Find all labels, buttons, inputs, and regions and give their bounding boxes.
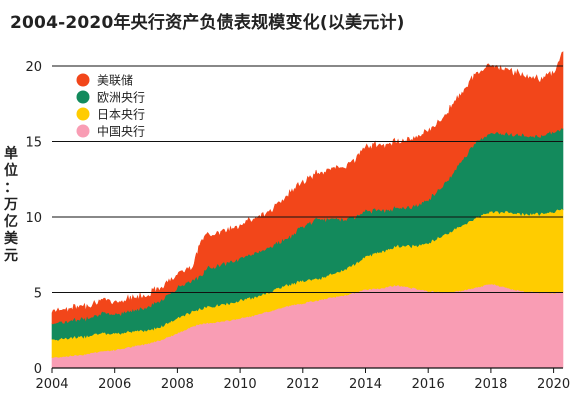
legend-swatch-fed bbox=[76, 73, 90, 87]
legend-label-boj: 日本央行 bbox=[97, 108, 145, 122]
y-axis-label-char: 亿 bbox=[4, 214, 18, 230]
legend-swatch-pboc bbox=[76, 124, 90, 138]
y-tick-label: 0 bbox=[34, 362, 42, 377]
y-tick-label: 20 bbox=[25, 60, 42, 75]
x-tick-label: 2008 bbox=[161, 377, 194, 392]
y-axis-label-char: 元 bbox=[4, 248, 18, 264]
x-tick-label: 2020 bbox=[537, 377, 570, 392]
y-axis-label-char: 单 bbox=[4, 146, 18, 162]
x-tick-label: 2004 bbox=[35, 377, 68, 392]
x-tick-label: 2012 bbox=[286, 377, 319, 392]
y-axis-label: 单 位 ： 万 亿 美 元 bbox=[2, 146, 20, 265]
legend-swatch-boj bbox=[76, 107, 90, 121]
legend-label-fed: 美联储 bbox=[97, 73, 133, 88]
legend-swatch-ecb bbox=[76, 90, 90, 104]
x-tick-label: 2014 bbox=[349, 377, 382, 392]
areas-layer bbox=[51, 51, 564, 369]
gridlines bbox=[52, 65, 563, 293]
y-tick-label: 5 bbox=[34, 287, 42, 302]
x-tick-label: 2006 bbox=[98, 377, 131, 392]
y-axis-label-char: 万 bbox=[4, 197, 18, 213]
y-axis-label-char: 位 bbox=[4, 163, 18, 179]
legend-label-pboc: 中国央行 bbox=[97, 124, 145, 139]
x-tick-label: 2018 bbox=[474, 377, 507, 392]
legend-label-ecb: 欧洲央行 bbox=[97, 91, 145, 105]
chart-title: 2004-2020年央行资产负债表规模变化(以美元计) bbox=[10, 13, 405, 33]
y-tick-label: 10 bbox=[25, 211, 42, 226]
y-tick-label: 15 bbox=[25, 136, 42, 151]
x-tick-label: 2016 bbox=[412, 377, 445, 392]
axes: 0 5 10 15 20 2004 2006 2008 2010 2012 2014 2016 2018… bbox=[25, 60, 570, 392]
series-area-fed bbox=[51, 51, 564, 325]
y-axis-label-char: ： bbox=[4, 180, 18, 196]
x-tick-label: 2010 bbox=[224, 377, 257, 392]
y-axis-label-char: 美 bbox=[4, 231, 18, 247]
